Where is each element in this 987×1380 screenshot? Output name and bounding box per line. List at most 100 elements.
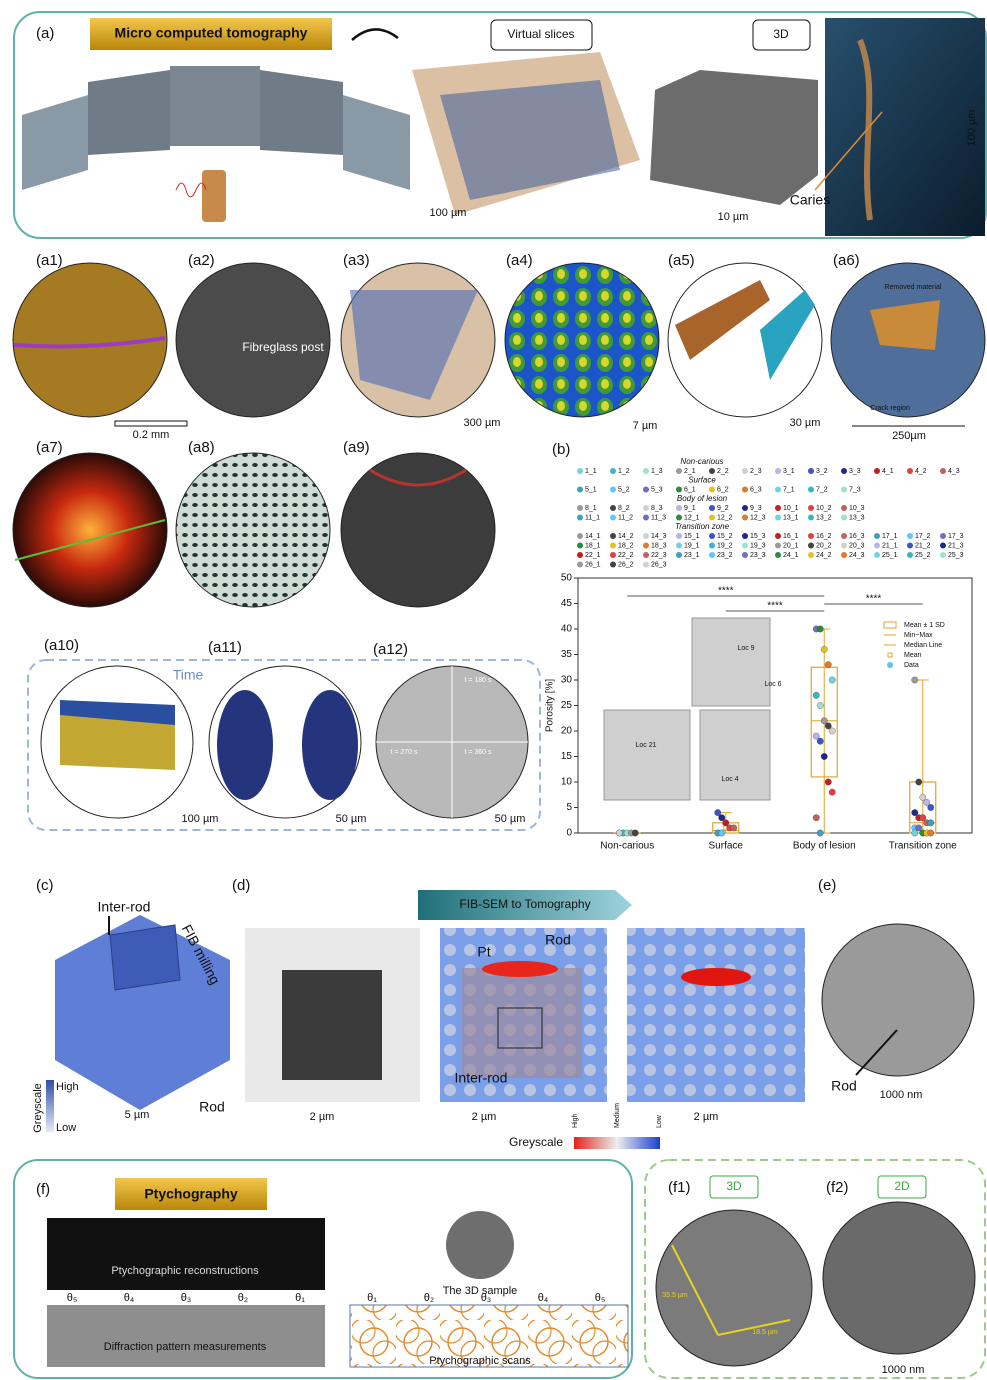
panel-label: (a7) — [36, 439, 63, 456]
data-point — [631, 829, 639, 837]
feature — [369, 468, 467, 487]
colorbar-title: Greyscale — [32, 1083, 44, 1133]
pointer — [814, 111, 883, 191]
legend-dot — [742, 468, 748, 474]
angle-label: θ₄ — [124, 1292, 135, 1304]
data-point — [816, 737, 824, 745]
legend-group-title: Transition zone — [675, 522, 730, 531]
legend-label: 11_2 — [618, 514, 633, 521]
legend-label: 14_2 — [618, 533, 634, 540]
panel-label: (f2) — [826, 1179, 849, 1196]
diffraction — [47, 1305, 325, 1367]
legend-label: 25_3 — [948, 552, 964, 559]
legend-label: 21_2 — [915, 542, 931, 549]
legend-label: 2_1 — [684, 468, 696, 475]
legend-label: 9_3 — [750, 505, 762, 512]
legend-label: 8_1 — [585, 505, 597, 512]
y-tick-label: 45 — [561, 598, 573, 609]
legend-swatch — [887, 662, 893, 668]
legend-label: 26_1 — [585, 561, 601, 568]
data-point — [820, 717, 828, 725]
y-tick-label: 40 — [561, 624, 573, 635]
feature — [60, 700, 175, 725]
frame-label: t = 270 s — [390, 749, 418, 756]
legend-group-title: Non-carious — [680, 457, 723, 466]
sample-legend: Non-carious 1_1 1_2 1_3 2_1 2_2 2_3 3_1 3_2 3_3 4_… — [577, 457, 964, 568]
caption: Ptychographic scans — [429, 1355, 531, 1367]
legend-dot — [610, 542, 616, 549]
y-tick-label: 25 — [561, 700, 573, 711]
data-point — [828, 676, 836, 684]
legend-label: 12_2 — [717, 514, 733, 521]
legend-label: 22_3 — [651, 552, 667, 559]
legend-dot — [577, 542, 583, 549]
frame-label: t = 360 s — [464, 749, 492, 756]
annotation: Inter-rod — [455, 1070, 508, 1086]
legend-dot — [907, 552, 913, 558]
legend-label: 1_1 — [585, 468, 597, 475]
inset-image — [699, 709, 771, 801]
feature — [462, 968, 582, 1078]
annotation: Inter-rod — [98, 899, 151, 915]
legend-dot — [709, 486, 715, 493]
panel-label: (a4) — [506, 252, 533, 269]
legend-dot — [676, 514, 682, 521]
y-tick-label: 35 — [561, 649, 573, 660]
legend-dot — [610, 561, 616, 568]
x-tick-label: Body of lesion — [793, 841, 856, 852]
data-point — [812, 691, 820, 699]
image-a9 — [340, 452, 496, 608]
legend-label: 20_2 — [816, 542, 832, 549]
scale-label: 0.2 mm — [133, 429, 170, 441]
image-a4 — [504, 262, 660, 418]
legend-label: 4_2 — [915, 468, 927, 475]
legend-dot — [676, 505, 682, 511]
significance-label: **** — [718, 586, 734, 597]
image-a5 — [667, 262, 823, 418]
legend-dot — [709, 468, 715, 474]
legend-dot — [742, 486, 748, 493]
banner — [115, 1178, 267, 1210]
data-point — [828, 727, 836, 735]
panel-label: (a1) — [36, 252, 63, 269]
feature — [350, 290, 478, 400]
data-point — [812, 732, 820, 740]
legend-label: 22_1 — [585, 552, 601, 559]
panel-label: (d) — [232, 877, 250, 894]
legend-label: 1_2 — [618, 468, 630, 475]
annotation: Caries — [790, 192, 830, 208]
angle-label: θ₂ — [424, 1292, 434, 1304]
data-point — [927, 819, 935, 827]
projection — [170, 66, 260, 146]
legend-dot — [775, 542, 781, 549]
legend-label: 20_1 — [783, 542, 799, 549]
data-point — [718, 829, 726, 837]
legend-dot — [907, 533, 913, 539]
legend-dot — [643, 533, 649, 539]
scale-label: 5 µm — [125, 1109, 150, 1121]
feature — [870, 300, 940, 350]
legend-dot — [775, 505, 781, 511]
data-point — [730, 824, 738, 832]
legend-label: 2_2 — [717, 468, 729, 475]
pt-layer — [482, 961, 558, 977]
legend-label: 1_3 — [651, 468, 663, 475]
legend-dot — [775, 533, 781, 539]
legend-dot — [643, 542, 649, 549]
legend-label: Mean ± 1 SD — [904, 622, 945, 629]
legend-label: 15_3 — [750, 533, 766, 540]
beam — [175, 182, 207, 198]
y-axis-label: Porosity [%] — [545, 679, 556, 733]
scale-label: 2 µm — [472, 1111, 497, 1123]
legend-label: 19_2 — [717, 542, 733, 549]
legend-label: 23_1 — [684, 552, 700, 559]
scale-label: 10 µm — [718, 211, 749, 223]
y-tick-label: 0 — [566, 828, 572, 839]
scale-label: 2 µm — [694, 1111, 719, 1123]
legend-label: 11_3 — [651, 514, 666, 521]
legend-label: 16_2 — [816, 533, 832, 540]
legend-dot — [808, 552, 814, 558]
legend-dot — [808, 468, 814, 474]
caption: Ptychographic reconstructions — [111, 1265, 259, 1277]
